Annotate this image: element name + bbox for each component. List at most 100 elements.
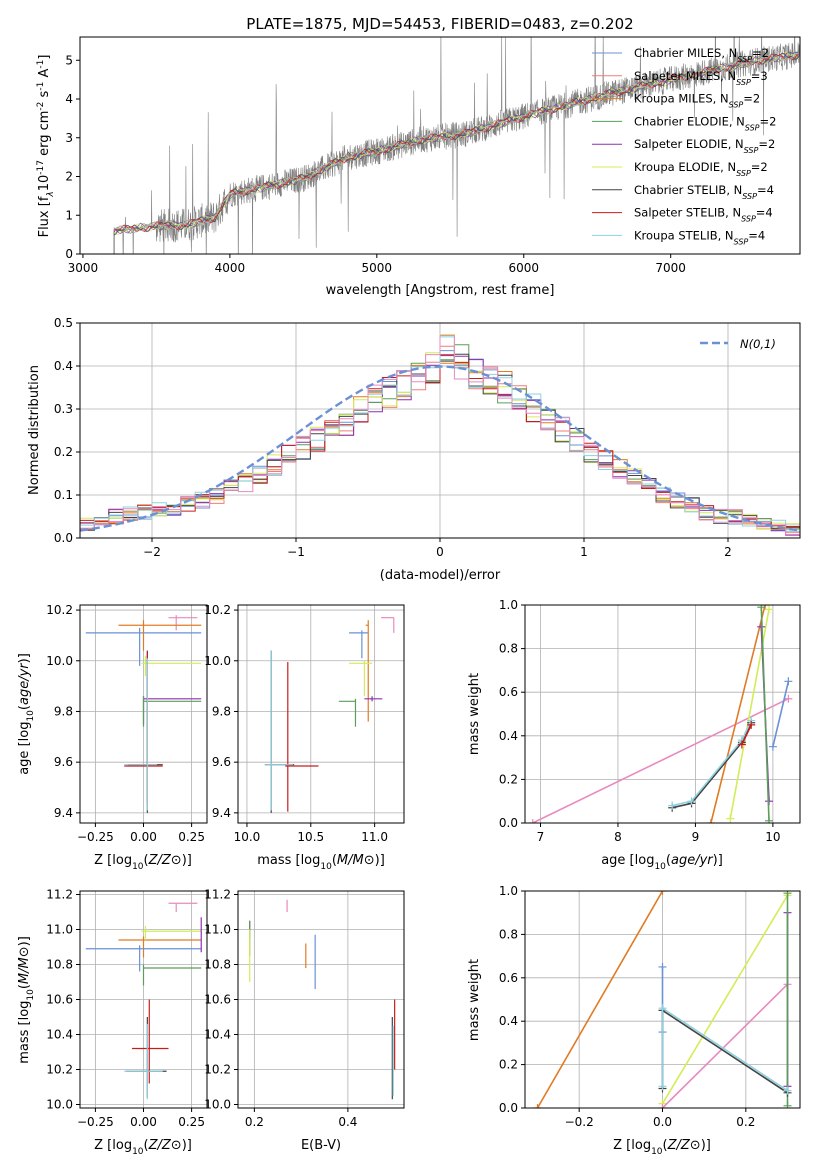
spectrum-legend-label: Salpeter MILES, NSSP=3 xyxy=(634,69,768,87)
z_weight-series-line xyxy=(536,891,664,1108)
z_weight-series-marker xyxy=(783,1086,792,1095)
z_weight-ytick-label: 0.0 xyxy=(499,1101,518,1115)
spectrum-plot xyxy=(113,37,800,254)
mass-age-xlabel: mass [log10(M/M⊙)] xyxy=(257,853,385,872)
age_weight-xtick-label: 7 xyxy=(537,830,545,844)
mass_age-errorbar-point xyxy=(349,660,373,697)
z_weight-ytick-label: 0.8 xyxy=(499,927,518,941)
z_age-plot xyxy=(85,615,202,813)
residuals-ytick-label: 0.3 xyxy=(54,402,73,416)
mass_age-plot xyxy=(264,617,395,813)
ebv_mass-frame xyxy=(237,890,405,1109)
z_mass-xtick-label: 0.25 xyxy=(178,1115,205,1129)
age_weight-series-line xyxy=(760,607,770,821)
spectrum-ytick-label: 4 xyxy=(65,92,73,106)
mass_age-ytick-label: 9.4 xyxy=(212,806,231,820)
residuals-histogram-step xyxy=(80,354,800,528)
z_age-axes: −0.25 0.00 0.25 9.4 9.6 9.8 10.0 10.2 xyxy=(46,603,207,844)
age_weight-series-line xyxy=(772,681,790,747)
z_mass-ytick-label: 10.4 xyxy=(46,1028,73,1042)
residuals-frame xyxy=(79,322,801,539)
z_weight-ytick-label: 0.4 xyxy=(499,1014,518,1028)
ebv_mass-xtick-label: 0.2 xyxy=(245,1115,264,1129)
residuals-normal-curve xyxy=(80,365,800,532)
residuals-ytick-label: 0.0 xyxy=(54,531,73,545)
residuals-legend-label: N(0,1) xyxy=(740,337,776,351)
mass_age-errorbar-point xyxy=(349,630,369,659)
mass_age-frame xyxy=(237,604,405,824)
spectrum-xtick-label: 3000 xyxy=(68,261,99,275)
ebv_mass-ytick-label: 10.0 xyxy=(204,1098,231,1112)
figure-title: PLATE=1875, MJD=54453, FIBERID=0483, z=0… xyxy=(246,15,633,33)
age-weight-xlabel: age [log10(age/yr)] xyxy=(601,853,723,872)
spectrum-xtick-label: 7000 xyxy=(655,261,686,275)
ebv_mass-ytick-label: 10.6 xyxy=(204,993,231,1007)
ebv-mass-xlabel: E(B-V) xyxy=(301,1138,341,1153)
spectrum-axes: 3000 4000 5000 6000 7000 0 1 2 3 4 5 xyxy=(65,53,686,275)
mass_age-xtick-label: 10.5 xyxy=(297,830,324,844)
z-weight-xlabel: Z [log10(Z/Z⊙)] xyxy=(613,1138,711,1157)
z_mass-errorbar-point xyxy=(141,926,202,940)
residuals-xtick-label: 1 xyxy=(580,545,588,559)
age_weight-series-marker xyxy=(765,605,774,614)
ebv_mass-axes: 0.2 0.4 10.0 10.2 10.4 10.6 10.8 11.0 11.2 xyxy=(204,888,404,1129)
ebv_mass-plot xyxy=(249,899,396,1100)
spectrum-frame xyxy=(79,36,801,255)
spectrum-legend-label: Chabrier ELODIE, NSSP=2 xyxy=(634,114,776,131)
z_weight-series-line xyxy=(661,983,789,1108)
z_mass-ytick-label: 10.0 xyxy=(46,1098,73,1112)
spectrum-model-line xyxy=(113,51,800,236)
z_mass-axes: −0.25 0.00 0.25 10.0 10.2 10.4 10.6 10.8 11.0 11.… xyxy=(46,888,207,1129)
z_weight-ytick-label: 0.2 xyxy=(499,1058,518,1072)
mass_age-xtick-label: 11.0 xyxy=(361,830,388,844)
mass_age-errorbar-point xyxy=(264,650,293,811)
z_weight-series-marker xyxy=(783,891,792,898)
mass_age-ytick-label: 10.2 xyxy=(204,603,231,617)
residuals-xtick-label: −1 xyxy=(287,545,305,559)
z_age-ytick-label: 9.4 xyxy=(54,806,73,820)
z_mass-errorbar-point xyxy=(142,964,202,986)
mass_age-ytick-label: 9.6 xyxy=(212,755,231,769)
z_weight-series-line xyxy=(661,894,789,1105)
age_weight-series-marker xyxy=(747,720,756,729)
z_age-errorbar-point xyxy=(141,655,202,676)
z-mass-xlabel: Z [log10(Z/Z⊙)] xyxy=(94,1138,192,1157)
residuals-xtick-label: 0 xyxy=(436,545,444,559)
age_weight-ytick-label: 0.8 xyxy=(499,642,518,656)
mass_age-errorbar-point xyxy=(338,698,357,727)
z_mass-ytick-label: 11.2 xyxy=(46,888,73,902)
age_weight-series-marker xyxy=(726,814,735,823)
z_mass-errorbar-point xyxy=(131,999,169,1084)
mass_age-errorbar-point xyxy=(285,662,319,812)
z_age-xtick-label: −0.25 xyxy=(77,830,114,844)
z_weight-ytick-label: 0.6 xyxy=(499,971,518,985)
spectrum-ylabel: Flux [fλ10-17 erg cm-2 s-1 A-1] xyxy=(36,55,56,238)
z-weight-ylabel: mass weight xyxy=(467,959,482,1041)
spectrum-xtick-label: 4000 xyxy=(215,261,246,275)
z_mass-ytick-label: 10.8 xyxy=(46,958,73,972)
age_weight-series-marker xyxy=(706,819,715,823)
age_weight-series-line xyxy=(741,724,752,745)
ebv_mass-ytick-label: 10.2 xyxy=(204,1063,231,1077)
z_mass-errorbar-point xyxy=(118,936,202,958)
mass_age-errorbar-point xyxy=(381,617,395,633)
spectrum-xtick-label: 5000 xyxy=(362,261,393,275)
z_weight-xtick-label: −0.2 xyxy=(565,1115,594,1129)
z_age-errorbar-point xyxy=(168,615,198,631)
z_weight-series-marker xyxy=(658,962,667,971)
z_age-ytick-label: 9.8 xyxy=(54,704,73,718)
z_age-xtick-label: 0.00 xyxy=(130,830,157,844)
residuals-ylabel: Normed distribution xyxy=(27,365,42,495)
mass_age-ytick-label: 10.0 xyxy=(204,654,231,668)
z-age-xlabel: Z [log10(Z/Z⊙)] xyxy=(94,853,192,872)
ebv_mass-ytick-label: 10.4 xyxy=(204,1028,231,1042)
z_mass-ytick-label: 10.6 xyxy=(46,993,73,1007)
age_weight-series-marker xyxy=(668,801,677,810)
spectrum-legend-label: Chabrier STELIB, NSSP=4 xyxy=(634,183,774,201)
age_weight-series-line xyxy=(672,720,752,807)
z_age-errorbar-point xyxy=(118,620,202,651)
residuals-ytick-label: 0.5 xyxy=(54,316,73,330)
mass_age-errorbar-point xyxy=(364,696,383,702)
residuals-xtick-label: 2 xyxy=(724,545,732,559)
z_weight-ytick-label: 1.0 xyxy=(499,884,518,898)
